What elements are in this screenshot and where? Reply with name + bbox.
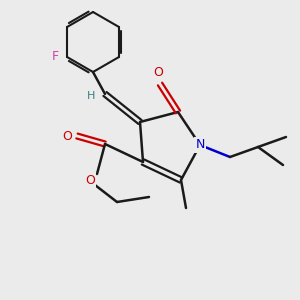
Text: O: O	[153, 65, 163, 79]
Text: H: H	[87, 91, 95, 101]
Text: O: O	[85, 173, 95, 187]
Text: N: N	[195, 139, 205, 152]
Text: F: F	[52, 50, 58, 64]
Text: O: O	[62, 130, 72, 142]
